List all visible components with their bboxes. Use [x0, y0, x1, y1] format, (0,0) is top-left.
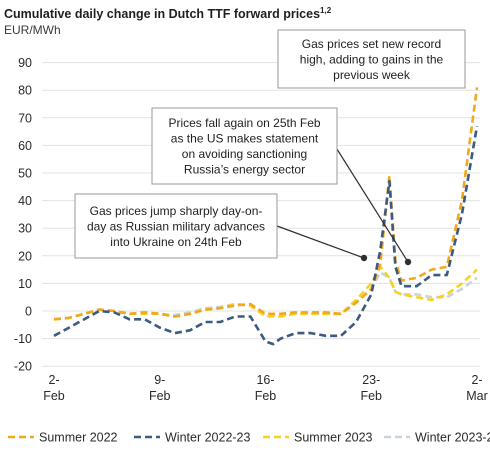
series-lines — [53, 87, 479, 346]
legend-label: Winter 2023-24 — [415, 431, 490, 445]
chart-title: Cumulative daily change in Dutch TTF for… — [4, 6, 332, 21]
x-tick-label-month: Feb — [43, 389, 65, 403]
chart-title-superscript: 1,2 — [320, 6, 332, 15]
annotation-text-line: on avoiding sanctioning — [182, 147, 307, 161]
legend-item-summer-2023: Summer 2023 — [263, 431, 373, 445]
x-tick-label-month: Feb — [149, 389, 171, 403]
annotation-text-line: Prices fall again on 25th Feb — [168, 116, 320, 130]
y-tick-label: 80 — [18, 84, 32, 98]
x-tick-label-day: 9- — [154, 373, 165, 387]
series-line-winter-2022-23 — [53, 125, 479, 346]
x-tick-label-day: 2- — [48, 373, 59, 387]
annotation-jump: Gas prices jump sharply day-on-day as Ru… — [74, 193, 278, 259]
y-tick-label: 70 — [18, 111, 32, 125]
x-tick-label-month: Feb — [360, 389, 382, 403]
annotation-marker — [360, 254, 368, 262]
x-tick-label-day: 23- — [362, 373, 380, 387]
y-tick-label: -10 — [14, 332, 32, 346]
annotation-text-line: Gas prices jump sharply day-on- — [90, 204, 263, 218]
y-unit-label: EUR/MWh — [4, 23, 61, 37]
y-tick-label: -20 — [14, 360, 32, 374]
legend-label: Summer 2023 — [294, 431, 373, 445]
legend-label: Winter 2022-23 — [165, 431, 251, 445]
annotation-marker — [404, 258, 412, 266]
y-axis-ticks: 90 80 70 60 50 40 30 20 10 0 -10 -20 — [14, 56, 32, 374]
y-tick-label: 40 — [18, 194, 32, 208]
annotation-connector — [276, 225, 365, 259]
annotation-box — [74, 193, 278, 259]
x-axis-ticks: 2- Feb 9- Feb 16- Feb 23- Feb 2- Mar — [43, 373, 488, 403]
y-tick-label: 20 — [18, 249, 32, 263]
legend-item-winter-2022-23: Winter 2022-23 — [134, 431, 251, 445]
annotation-text-line: Russia’s energy sector — [184, 163, 305, 177]
y-tick-label: 10 — [18, 277, 32, 291]
chart-title-text: Cumulative daily change in Dutch TTF for… — [4, 7, 320, 21]
annotation-text-line: into Ukraine on 24th Feb — [110, 235, 242, 249]
legend-item-winter-2023-24: Winter 2023-24 — [384, 431, 490, 445]
series-line-summer-2022 — [53, 87, 479, 321]
y-tick-label: 30 — [18, 222, 32, 236]
annotation-fall: Prices fall again on 25th Feb as the US m… — [151, 107, 338, 185]
x-tick-label-month: Feb — [255, 389, 277, 403]
annotation-box — [151, 107, 338, 185]
annotation-connector — [329, 137, 409, 263]
legend-item-summer-2022: Summer 2022 — [8, 431, 118, 445]
annotation-text-line: high, adding to gains in the — [300, 52, 444, 66]
annotation-box — [277, 29, 466, 89]
legend: Summer 2022 Winter 2022-23 Summer 2023 Wint… — [8, 431, 490, 445]
annotation-text-line: Gas prices set new record — [302, 37, 441, 51]
legend-label: Summer 2022 — [39, 431, 118, 445]
annotation-text-line: previous week — [333, 68, 411, 82]
x-tick-label-month: Mar — [466, 389, 488, 403]
x-tick-label-day: 2- — [471, 373, 482, 387]
y-tick-label: 90 — [18, 56, 32, 70]
y-tick-label: 0 — [25, 305, 32, 319]
annotation-text-line: as the US makes statement — [171, 132, 319, 146]
annotation-text-line: day as Russian military advances — [87, 219, 265, 233]
y-tick-label: 50 — [18, 167, 32, 181]
y-tick-label: 60 — [18, 139, 32, 153]
x-tick-label-day: 16- — [256, 373, 274, 387]
